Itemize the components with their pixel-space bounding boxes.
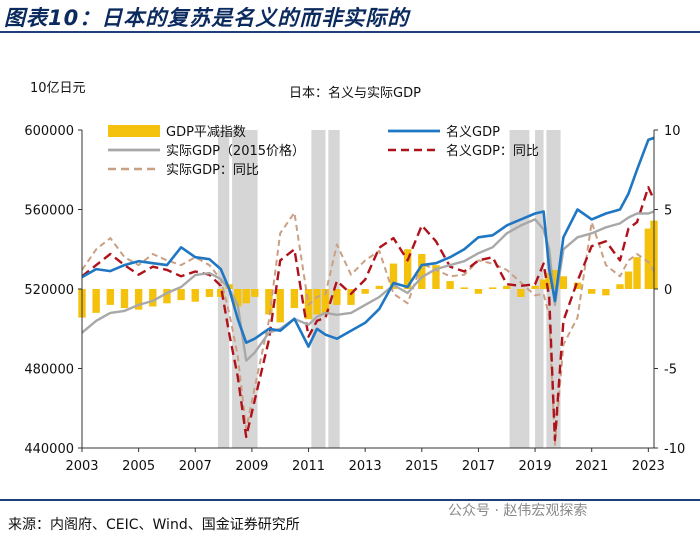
legend-label-0: GDP平减指数	[166, 125, 246, 140]
deflator-bar-34	[517, 289, 525, 297]
chart-title: 日本：名义与实际GDP	[289, 85, 421, 101]
x-tick-label-1: 2005	[122, 459, 155, 474]
deflator-bar-42	[602, 289, 610, 296]
y-right-tick-label-4: -10	[664, 442, 685, 457]
legend-label-4: 名义GDP：同比	[446, 143, 539, 159]
recession-band-6	[535, 130, 544, 448]
deflator-bar-7	[177, 289, 185, 301]
deflator-bar-16	[276, 289, 284, 323]
x-tick-label-8: 2019	[519, 459, 552, 474]
deflator-bar-26	[403, 249, 412, 289]
x-tick-label-0: 2003	[65, 459, 98, 474]
deflator-bar-27	[418, 254, 426, 289]
deflator-bar-3	[120, 289, 129, 309]
deflator-bar-29	[446, 281, 454, 289]
legend-label-1: 实际GDP（2015价格）	[166, 143, 305, 159]
deflator-bar-30	[460, 287, 468, 289]
x-tick-label-2: 2007	[179, 459, 212, 474]
deflator-bar-41	[588, 289, 596, 294]
deflator-bar-1	[92, 289, 100, 313]
source-divider	[0, 499, 700, 501]
y-left-tick-label-3: 480000	[24, 363, 74, 378]
legend-label-3: 名义GDP	[446, 124, 500, 140]
series-line-3	[81, 211, 655, 446]
x-tick-label-4: 2011	[292, 459, 325, 474]
deflator-bar-35	[531, 285, 539, 289]
deflator-bar-21	[333, 289, 341, 305]
deflator-bar-8	[191, 289, 199, 302]
series-line-0	[81, 136, 655, 348]
deflator-bar-44	[624, 271, 633, 289]
deflator-bar-5	[149, 289, 157, 307]
deflator-bar-23	[361, 289, 369, 294]
y-right-tick-label-1: 5	[664, 204, 672, 219]
y-left-tick-label-4: 440000	[24, 442, 74, 457]
deflator-bar-17	[290, 289, 299, 309]
x-tick-label-6: 2015	[405, 459, 438, 474]
deflator-bar-20	[321, 289, 330, 313]
watermark: 公众号 · 赵伟宏观探索	[448, 503, 588, 519]
deflator-bar-31	[474, 289, 483, 294]
deflator-bar-2	[106, 289, 115, 305]
series-line-1	[81, 210, 655, 362]
x-tick-label-3: 2009	[235, 459, 268, 474]
deflator-bar-37	[545, 273, 553, 289]
title-divider	[0, 31, 700, 33]
deflator-bar-15	[265, 289, 273, 315]
recession-band-4	[509, 130, 519, 448]
deflator-bar-24	[375, 285, 384, 289]
deflator-bar-9	[205, 289, 214, 297]
deflator-bar-10	[217, 289, 225, 297]
y-right-tick-label-2: 0	[664, 283, 672, 298]
deflator-bar-19	[313, 289, 321, 315]
deflator-bar-12	[234, 289, 242, 307]
deflator-bar-40	[573, 282, 582, 289]
x-tick-label-10: 2023	[632, 459, 665, 474]
y-left-tick-label-1: 560000	[24, 204, 74, 219]
y-left-tick-label-2: 520000	[24, 283, 74, 298]
deflator-bar-14	[251, 289, 259, 297]
deflator-bar-38	[551, 269, 559, 289]
source-note: 来源：内阁府、CEIC、Wind、国金证券研究所	[8, 517, 300, 533]
legend-label-2: 实际GDP：同比	[166, 163, 259, 178]
y-left-tick-label-0: 600000	[24, 124, 74, 139]
deflator-bar-6	[163, 289, 171, 304]
deflator-bar-13	[242, 289, 250, 304]
deflator-bar-22	[347, 289, 355, 305]
x-tick-label-7: 2017	[462, 459, 495, 474]
y-right-tick-label-3: -5	[664, 363, 677, 378]
y-left-unit-label: 10亿日元	[30, 81, 86, 96]
deflator-bar-32	[488, 287, 497, 289]
deflator-bar-43	[616, 284, 624, 289]
y-right-tick-label-0: 10	[664, 124, 681, 139]
x-tick-label-9: 2021	[575, 459, 608, 474]
deflator-bar-46	[644, 228, 653, 289]
deflator-bar-39	[559, 276, 568, 289]
deflator-bar-36	[539, 279, 548, 289]
deflator-bar-33	[503, 285, 511, 289]
deflator-bar-25	[389, 263, 398, 289]
figure-title: 图表10：日本的复苏是名义的而非实际的	[4, 6, 410, 30]
x-tick-label-5: 2013	[349, 459, 382, 474]
deflator-bar-4	[134, 289, 143, 310]
series-line-4	[81, 185, 656, 442]
legend-swatch-0	[108, 125, 160, 137]
deflator-bar-45	[633, 257, 641, 289]
deflator-bar-28	[432, 265, 440, 289]
